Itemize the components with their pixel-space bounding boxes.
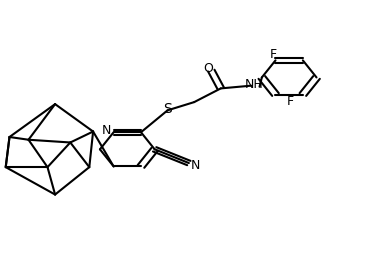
Text: S: S <box>163 102 172 116</box>
Text: F: F <box>270 48 277 61</box>
Text: F: F <box>287 95 294 108</box>
Text: NH: NH <box>244 78 263 91</box>
Text: N: N <box>191 159 200 172</box>
Text: N: N <box>102 124 111 137</box>
Text: O: O <box>203 62 213 75</box>
